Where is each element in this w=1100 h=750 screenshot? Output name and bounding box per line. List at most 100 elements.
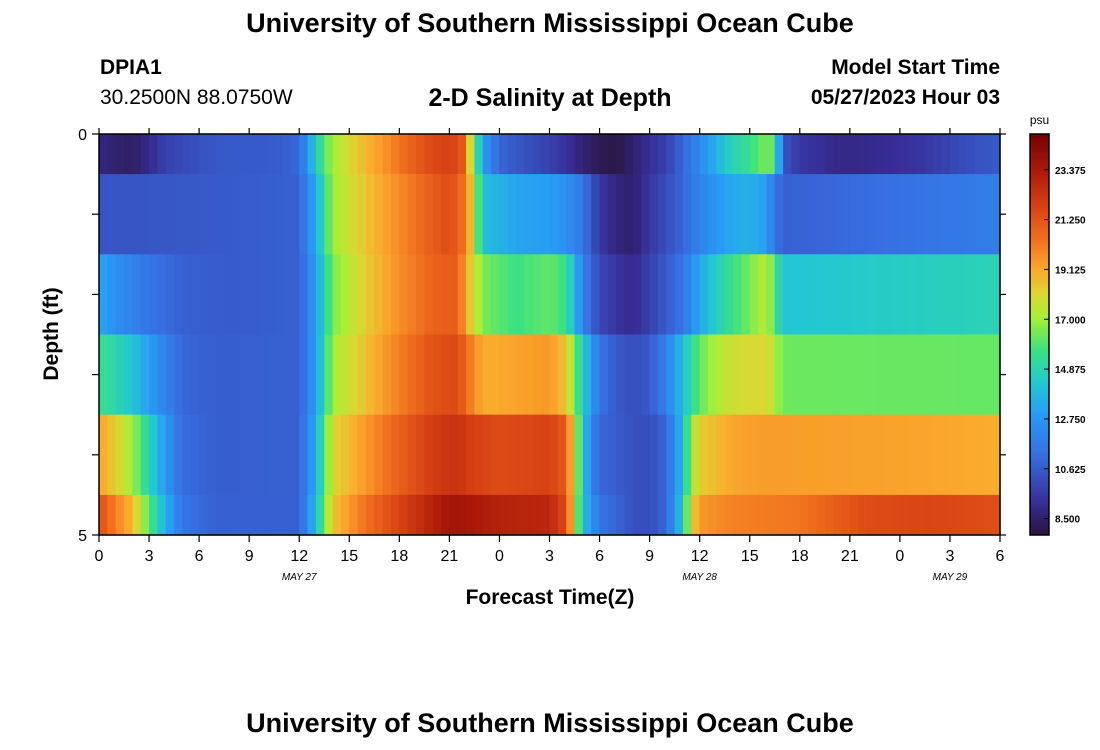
heatmap-cell	[949, 494, 959, 536]
heatmap-cell	[799, 254, 809, 336]
heatmap-cell	[265, 494, 275, 536]
heatmap-cell	[849, 334, 859, 416]
heatmap-cell	[249, 334, 259, 416]
heatmap-cell	[507, 254, 517, 336]
heatmap-cell	[257, 254, 267, 336]
heatmap-cell	[174, 334, 184, 416]
heatmap-cell	[115, 494, 125, 536]
heatmap-cell	[424, 414, 434, 496]
heatmap-cell	[883, 174, 893, 255]
heatmap-cell	[758, 134, 767, 175]
heatmap-cell	[674, 174, 684, 255]
heatmap-cell	[249, 174, 259, 255]
heatmap-cell	[124, 174, 133, 255]
heatmap-cell	[374, 134, 384, 175]
heatmap-cell	[566, 334, 576, 416]
heatmap-cell	[399, 254, 409, 336]
heatmap-cell	[924, 494, 934, 536]
heatmap-cell	[441, 494, 450, 536]
heatmap-cell	[991, 414, 1001, 496]
heatmap-cell	[866, 494, 876, 536]
heatmap-cell	[816, 254, 826, 336]
heatmap-cell	[699, 254, 709, 336]
heatmap-cell	[849, 494, 859, 536]
heatmap-cell	[365, 334, 375, 416]
heatmap-cell	[833, 254, 843, 336]
heatmap-cell	[190, 494, 200, 536]
heatmap-cell	[724, 254, 734, 336]
heatmap-cell	[340, 174, 350, 255]
heatmap-cell	[466, 254, 476, 336]
heatmap-cell	[624, 334, 634, 416]
heatmap-cell	[574, 334, 584, 416]
heatmap-cell	[107, 494, 117, 536]
heatmap-cell	[783, 414, 793, 496]
heatmap-cell	[390, 134, 400, 175]
heatmap-cell	[833, 334, 843, 416]
heatmap-cell	[899, 174, 909, 255]
heatmap-cell	[557, 414, 567, 496]
heatmap-cell	[858, 254, 868, 336]
heatmap-cell	[816, 134, 826, 175]
heatmap-cell	[374, 254, 384, 336]
heatmap-cell	[207, 334, 217, 416]
heatmap-cell	[541, 174, 551, 255]
x-tick-label: 21	[440, 548, 458, 565]
heatmap-cell	[466, 414, 476, 496]
heatmap-cell	[99, 254, 108, 336]
heatmap-cell	[382, 414, 392, 496]
heatmap-cell	[149, 134, 158, 175]
heatmap-cell	[407, 334, 417, 416]
heatmap-cell	[140, 254, 150, 336]
heatmap-cell	[224, 414, 234, 496]
heatmap-cell	[708, 174, 717, 255]
heatmap-cell	[549, 334, 559, 416]
heatmap-cell	[324, 174, 334, 255]
heatmap-cell	[265, 334, 275, 416]
heatmap-cell	[641, 334, 651, 416]
model-start-label: Model Start Time	[831, 56, 1000, 79]
heatmap-cell	[466, 174, 476, 255]
heatmap-cell	[949, 254, 959, 336]
heatmap-cell	[808, 494, 818, 536]
heatmap-cell	[758, 174, 767, 255]
heatmap-cell	[532, 334, 542, 416]
heatmap-cell	[574, 174, 584, 255]
heatmap-cell	[749, 334, 759, 416]
x-tick-label: 6	[195, 548, 204, 565]
heatmap-cell	[516, 414, 526, 496]
heatmap-cell	[457, 174, 467, 255]
heatmap-cell	[399, 334, 409, 416]
heatmap-cell	[599, 134, 609, 175]
heatmap-cell	[99, 134, 108, 175]
x-tick-label: 3	[145, 548, 154, 565]
heatmap-cell	[307, 334, 317, 416]
heatmap-cell	[157, 494, 167, 536]
heatmap-cell	[516, 254, 526, 336]
colorbar-tick-label: 12.750	[1055, 415, 1086, 426]
heatmap-cell	[699, 174, 709, 255]
heatmap-cell	[566, 174, 576, 255]
heatmap-cell	[649, 414, 659, 496]
heatmap-cell	[574, 414, 584, 496]
heatmap-cell	[140, 414, 150, 496]
heatmap-cell	[432, 174, 442, 255]
heatmap-cell	[374, 334, 384, 416]
heatmap-cell	[374, 174, 384, 255]
footer-title: University of Southern Mississippi Ocean…	[246, 708, 854, 738]
heatmap-cell	[858, 334, 868, 416]
x-tick-label: 0	[495, 548, 504, 565]
heatmap-cell	[607, 134, 617, 175]
heatmap-cell	[282, 334, 292, 416]
heatmap-cell	[582, 134, 592, 175]
heatmap-cell	[449, 254, 459, 336]
heatmap-cell	[974, 494, 984, 536]
heatmap-cell	[340, 134, 350, 175]
colorbar-tick-label: 21.250	[1055, 216, 1086, 227]
heatmap-cell	[916, 254, 926, 336]
heatmap-cell	[207, 494, 217, 536]
heatmap-cell	[240, 174, 250, 255]
heatmap-cell	[632, 134, 642, 175]
heatmap-cell	[949, 414, 959, 496]
heatmap-cell	[149, 174, 158, 255]
